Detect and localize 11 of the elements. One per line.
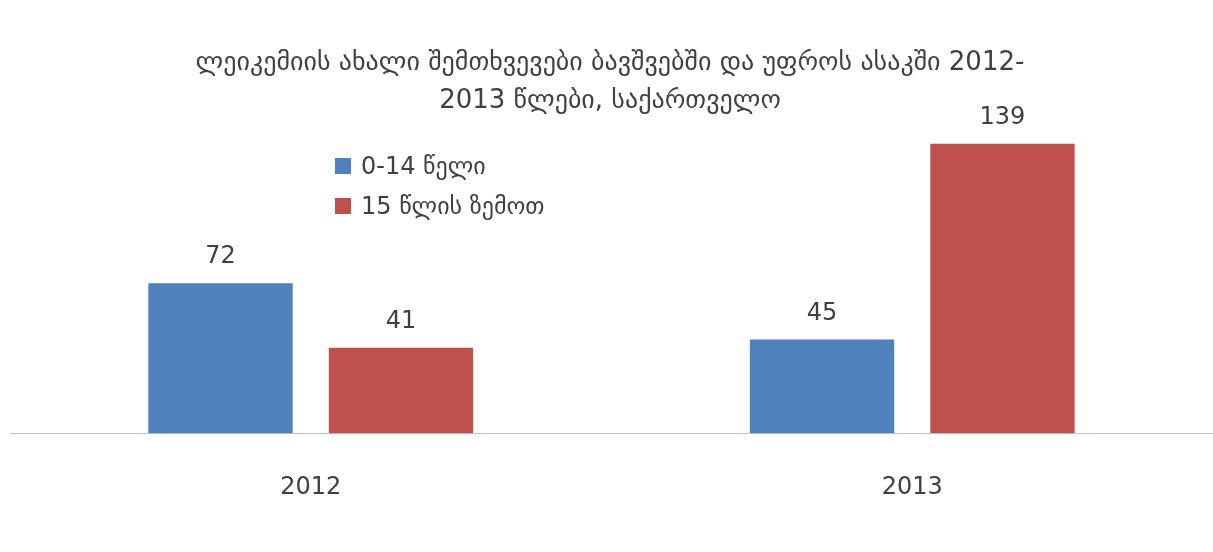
bar [930,143,1075,434]
x-tick-label: 2012 [280,471,342,500]
data-label: 45 [806,297,838,326]
bar [328,347,474,434]
data-label: 41 [385,306,417,335]
data-label: 72 [205,241,236,270]
legend-label: 15 წლის ზემოთ [361,192,545,220]
bar [148,283,293,434]
bar [749,339,895,434]
legend-label: 0-14 წელი [361,152,486,180]
x-tick-label: 2013 [881,471,943,500]
